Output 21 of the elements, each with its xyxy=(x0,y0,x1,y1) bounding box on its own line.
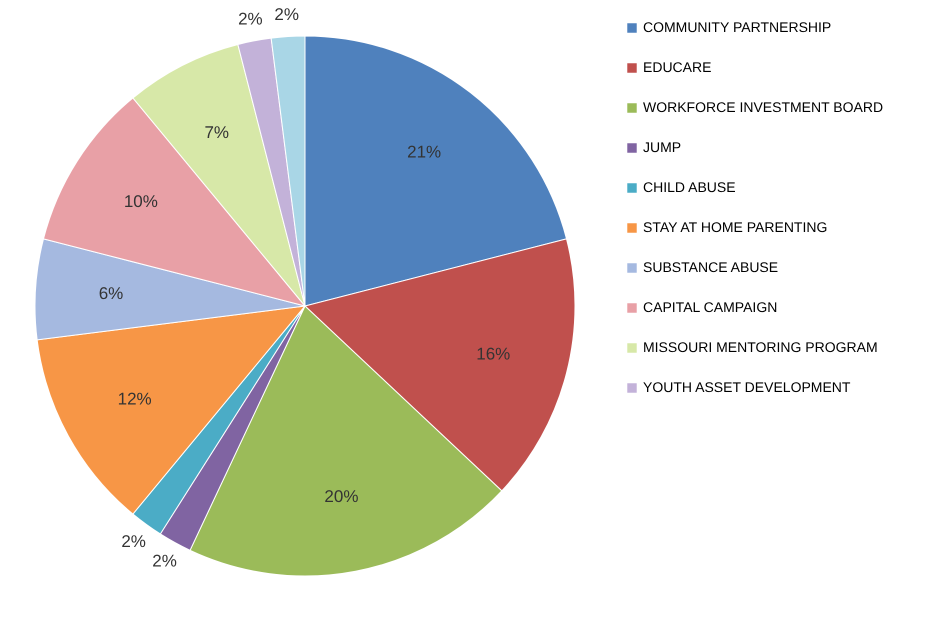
legend-label: EDUCARE xyxy=(643,59,712,75)
legend-label: SUBSTANCE ABUSE xyxy=(643,259,778,275)
data-label: 21% xyxy=(407,142,442,162)
legend-label: MISSOURI MENTORING PROGRAM xyxy=(643,339,878,355)
data-label: 16% xyxy=(476,344,510,364)
data-label: 6% xyxy=(98,284,124,303)
legend-label: CHILD ABUSE xyxy=(643,179,736,195)
legend-label: WORKFORCE INVESTMENT BOARD xyxy=(643,99,884,115)
data-label: 12% xyxy=(118,390,152,409)
legend-label: JUMP xyxy=(643,139,682,155)
legend-label: COMMUNITY PARTNERSHIP xyxy=(643,19,832,35)
legend-label: CAPITAL CAMPAIGN xyxy=(643,299,778,315)
data-label: 2% xyxy=(238,10,263,29)
data-label: 10% xyxy=(124,192,158,211)
data-label: 20% xyxy=(324,486,358,506)
data-label: 2% xyxy=(152,552,177,571)
legend-label: STAY AT HOME PARENTING xyxy=(643,219,828,235)
data-label: 2% xyxy=(121,532,146,551)
data-label: 7% xyxy=(204,122,230,142)
legend-label: YOUTH ASSET DEVELOPMENT xyxy=(643,379,851,395)
data-label: 2% xyxy=(274,4,299,24)
